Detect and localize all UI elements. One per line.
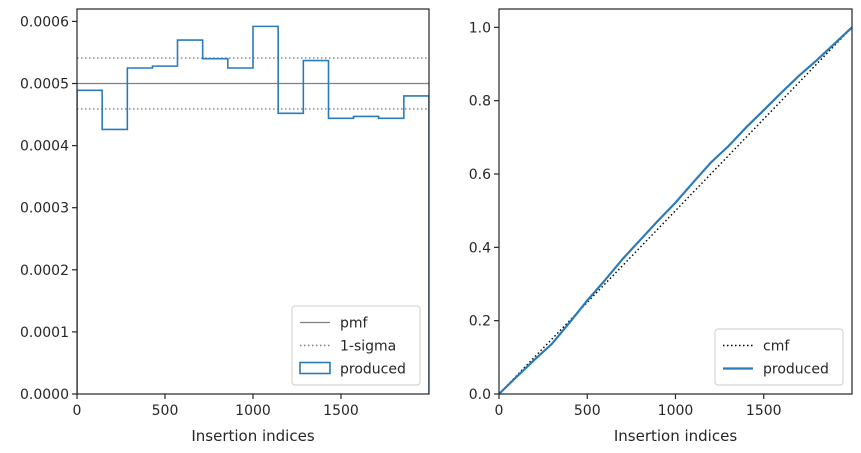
x-tick-label: 1000 [658,403,694,419]
produced-step-series [77,25,429,394]
y-tick-label: 0.8 [469,94,491,110]
y-tick-label: 0.0005 [20,77,69,93]
y-tick-label: 0.0001 [20,325,69,341]
legend-box [291,305,421,386]
x-axis-label: Insertion indices [614,427,737,445]
y-tick-label: 0.4 [469,240,491,256]
cmf-line [499,26,852,394]
y-tick-label: 1.0 [469,20,491,36]
legend-label-produced: produced [340,362,406,378]
legend: cmf produced [714,328,844,386]
produced-cumulative-line [499,26,852,394]
x-tick-label: 0 [73,403,82,419]
legend-label-pmf: pmf [340,316,369,332]
x-tick-label: 0 [495,403,504,419]
y-tick-label: 0.6 [469,167,491,183]
y-tick-label: 0.2 [469,314,491,330]
pmf-histogram-panel: 0.0000 0.0001 0.0002 0.0003 0.0004 0.0005 0.00… [20,8,430,445]
legend-label-1-sigma: 1-sigma [340,339,396,355]
legend-label-cmf: cmf [763,339,790,355]
x-tick-label: 1000 [235,403,271,419]
y-tick-label: 0.0006 [20,14,69,30]
x-tick-label: 1500 [746,403,782,419]
x-tick-label: 500 [152,403,179,419]
legend-box [714,328,844,386]
x-tick-label: 1500 [323,403,359,419]
cmf-panel: 0.0 0.2 0.4 0.6 0.8 1.0 0 500 1000 1500 Insertion … [469,8,853,445]
y-tick-label: 0.0004 [20,139,69,155]
y-tick-label: 0.0003 [20,201,69,217]
y-tick-label: 0.0000 [20,387,69,403]
x-tick-label: 500 [574,403,601,419]
x-axis-label: Insertion indices [191,427,314,445]
legend-label-produced: produced [763,362,829,378]
y-tick-label: 0.0 [469,387,491,403]
plot-area [499,26,852,394]
legend-swatch-produced [299,361,331,375]
legend: pmf 1-sigma produced [291,305,421,386]
y-tick-label: 0.0002 [20,263,69,279]
plot-area [77,25,429,394]
